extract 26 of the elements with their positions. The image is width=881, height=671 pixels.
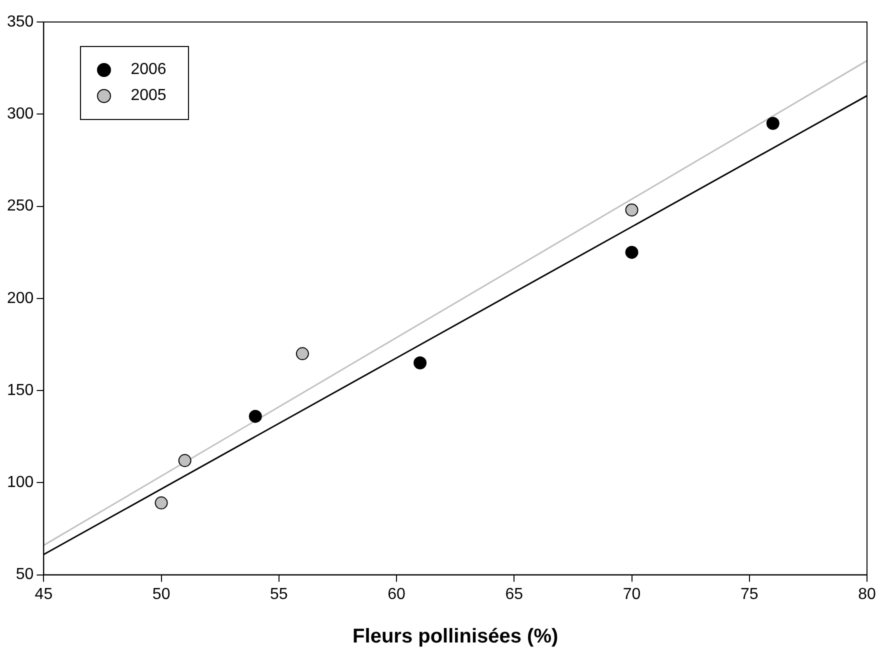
x-tick-label: 55: [270, 586, 288, 603]
x-tick-label: 80: [858, 586, 876, 603]
y-tick-label: 100: [6, 474, 34, 492]
point: [154, 496, 168, 510]
point: [296, 347, 309, 360]
y-tick-label: 250: [6, 198, 34, 215]
x-tick-label: 75: [740, 586, 758, 603]
y-tick-label: 50: [16, 566, 34, 584]
x-axis-title: Fleurs pollinisées (%): [352, 626, 558, 648]
x-tick-label: 50: [152, 586, 170, 603]
y-tick-label: 300: [6, 106, 34, 123]
legend-label: 2005: [130, 87, 166, 105]
x-tick-label: 65: [505, 586, 524, 603]
legend-label: 2006: [130, 61, 166, 79]
y-tick-label: 200: [6, 290, 34, 307]
point: [414, 356, 427, 370]
point: [766, 116, 780, 130]
y-tick-label: 350: [6, 13, 34, 30]
x-tick-label: 60: [388, 586, 406, 603]
x-tick-label: 70: [622, 586, 641, 603]
point: [178, 454, 192, 468]
point: [625, 246, 638, 259]
point: [248, 410, 262, 423]
point: [625, 203, 638, 216]
y-tick-label: 150: [6, 382, 34, 399]
x-tick-label: 45: [34, 586, 53, 603]
